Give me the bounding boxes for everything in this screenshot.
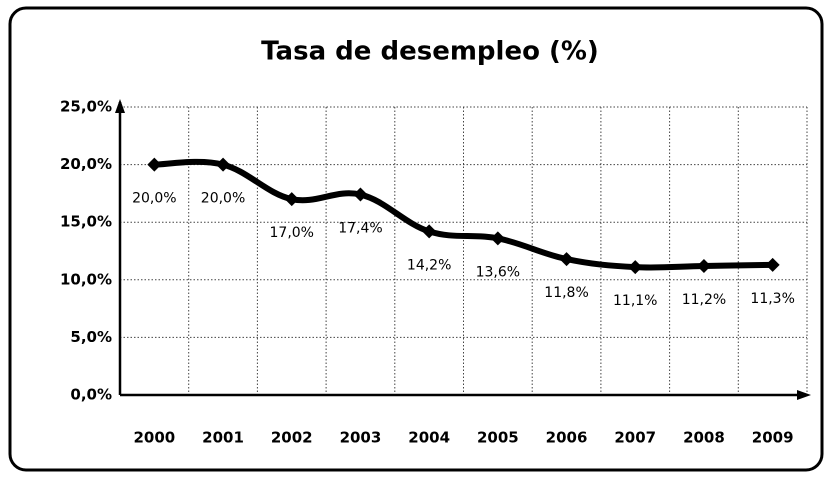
y-tick-label: 25,0% [60,98,112,116]
x-tick-label: 2003 [340,429,382,447]
data-point [216,157,231,172]
data-line [154,158,773,271]
x-tick-label: 2001 [202,429,244,447]
data-label: 11,2% [682,292,726,308]
data-label: 11,3% [750,291,794,307]
x-tick-label: 2007 [614,429,656,447]
y-tick-label: 20,0% [60,155,112,173]
chart-frame [8,6,824,472]
data-label: 14,2% [407,257,451,273]
data-label: 17,4% [338,221,382,237]
data-label: 17,0% [270,225,314,241]
data-point [422,224,437,239]
x-tick-label: 2005 [477,429,519,447]
data-label: 11,1% [613,293,657,309]
x-tick-label: 2004 [408,429,450,447]
data-point [628,260,643,275]
data-point [765,257,780,272]
y-tick-label: 15,0% [60,213,112,231]
data-label: 11,8% [544,285,588,301]
data-point [147,157,162,172]
y-tick-label: 0,0% [70,386,112,404]
x-tick-label: 2008 [683,429,725,447]
data-label: 20,0% [132,191,176,207]
data-point [696,258,711,273]
y-tick-label: 10,0% [60,270,112,288]
y-axis-arrow [115,99,125,113]
data-point [284,192,299,207]
data-point [559,252,574,267]
chart-title: Tasa de desempleo (%) [261,37,599,67]
data-label: 20,0% [201,191,245,207]
x-tick-label: 2000 [133,429,175,447]
data-point [353,187,368,202]
x-axis-arrow [797,390,811,400]
x-tick-label: 2009 [752,429,794,447]
x-tick-label: 2006 [546,429,588,447]
x-tick-label: 2002 [271,429,313,447]
y-tick-label: 5,0% [70,328,112,346]
data-label: 13,6% [476,264,520,280]
data-point [490,231,505,246]
